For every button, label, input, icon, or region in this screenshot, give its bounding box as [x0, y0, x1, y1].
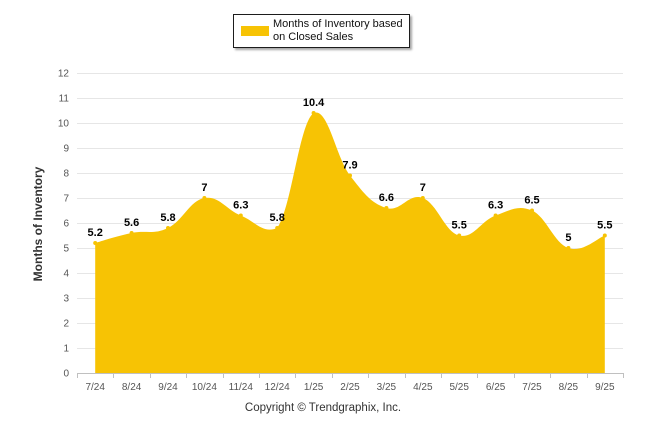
copyright-credit: Copyright © Trendgraphix, Inc. — [244, 402, 402, 414]
y-tick-label: 3 — [63, 294, 69, 305]
data-point — [457, 233, 462, 238]
y-tick-label: 10 — [58, 119, 70, 130]
y-tick-label: 6 — [63, 219, 69, 230]
x-tick-label: 1/25 — [304, 382, 324, 393]
data-point — [348, 173, 352, 178]
y-tick-label: 0 — [63, 369, 69, 380]
data-point — [384, 206, 389, 210]
x-tick-label: 11/24 — [229, 382, 254, 393]
data-point — [311, 111, 316, 115]
y-tick-label: 5 — [63, 244, 69, 255]
data-point — [566, 246, 571, 250]
data-label: 6.3 — [488, 200, 503, 212]
data-label: 7 — [420, 182, 426, 194]
data-label: 7.9 — [342, 160, 357, 172]
data-point — [166, 226, 170, 230]
data-label: 6.3 — [233, 200, 248, 212]
x-tick-label: 9/25 — [595, 382, 615, 393]
x-tick-label: 12/24 — [265, 382, 290, 393]
data-point — [530, 208, 534, 213]
chart-legend: Months of Inventory based on Closed Sale… — [233, 14, 410, 48]
y-tick-label: 9 — [63, 144, 69, 155]
y-tick-label: 8 — [63, 169, 69, 180]
data-label: 5.2 — [88, 227, 103, 239]
y-tick-label: 4 — [63, 269, 69, 280]
data-label: 5.6 — [124, 217, 139, 229]
data-label: 5.8 — [160, 212, 175, 224]
data-point — [275, 226, 280, 230]
y-tick-label: 2 — [63, 319, 69, 330]
data-label: 5.8 — [270, 212, 285, 224]
data-label: 10.4 — [303, 97, 325, 109]
data-point — [202, 196, 207, 200]
data-point — [93, 241, 98, 245]
x-tick-label: 10/24 — [192, 382, 217, 393]
legend-label: Months of Inventory based on Closed Sale… — [273, 18, 403, 43]
data-point — [129, 231, 134, 235]
data-label: 5.5 — [452, 220, 467, 232]
y-tick-label: 7 — [63, 194, 69, 205]
x-tick-label: 7/24 — [85, 382, 105, 393]
legend-swatch — [241, 26, 269, 36]
data-label: 6.6 — [379, 192, 394, 204]
x-tick-label: 6/25 — [486, 382, 506, 393]
x-tick-label: 9/24 — [158, 382, 178, 393]
x-tick-label: 4/25 — [413, 382, 433, 393]
x-tick-label: 5/25 — [449, 382, 469, 393]
data-label: 5 — [565, 232, 571, 244]
y-tick-label: 12 — [58, 69, 70, 80]
x-tick-label: 7/25 — [522, 382, 542, 393]
data-point — [238, 213, 243, 218]
data-point — [493, 213, 498, 218]
data-point — [420, 196, 425, 200]
x-tick-label: 3/25 — [377, 382, 397, 393]
y-axis-title: Months of Inventory — [31, 166, 45, 282]
data-label: 6.5 — [524, 195, 539, 207]
y-tick-label: 11 — [59, 94, 70, 105]
y-tick-label: 1 — [63, 344, 69, 355]
x-tick-label: 2/25 — [340, 382, 360, 393]
data-point — [602, 233, 607, 238]
data-label: 7 — [201, 182, 207, 194]
x-tick-label: 8/24 — [122, 382, 142, 393]
x-tick-label: 8/25 — [559, 382, 579, 393]
series-area — [95, 112, 605, 374]
data-label: 5.5 — [597, 220, 612, 232]
